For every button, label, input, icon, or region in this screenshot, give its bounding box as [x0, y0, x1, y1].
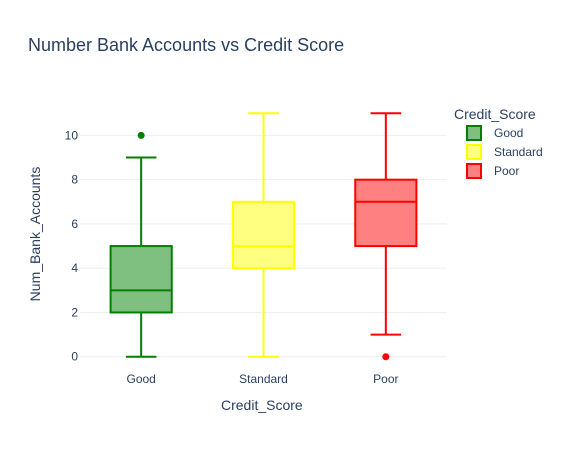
y-tick-labels: 0 2 4 6 8 10 — [65, 128, 79, 363]
legend-label: Poor — [494, 164, 519, 178]
iqr-box — [354, 178, 418, 248]
legend-swatch — [466, 163, 482, 179]
legend-title: Credit_Score — [454, 106, 536, 122]
legend-item-good[interactable]: Good — [466, 125, 523, 141]
legend-item-standard[interactable]: Standard — [466, 144, 543, 160]
legend-item-poor[interactable]: Poor — [466, 163, 519, 179]
box-standard[interactable] — [231, 112, 296, 358]
box-poor[interactable] — [354, 112, 418, 361]
y-tick-label: 0 — [71, 350, 78, 364]
x-axis-title: Credit_Score — [221, 397, 303, 413]
legend-label: Standard — [494, 145, 543, 159]
y-tick-label: 6 — [71, 217, 78, 231]
x-tick-label: Poor — [373, 372, 398, 386]
iqr-box — [231, 200, 296, 270]
x-tick-labels: Good Standard Poor — [126, 372, 398, 386]
y-tick-label: 10 — [65, 128, 79, 142]
legend-items[interactable]: Good Standard Poor — [466, 125, 543, 179]
legend-swatch — [466, 125, 482, 141]
y-tick-label: 4 — [71, 261, 78, 275]
legend-swatch — [466, 144, 482, 160]
legend[interactable]: Credit_Score Good Standard Poor — [454, 106, 543, 179]
iqr-box — [109, 245, 173, 314]
y-tick-label: 8 — [71, 173, 78, 187]
y-axis-title: Num_Bank_Accounts — [27, 167, 43, 302]
legend-label: Good — [494, 126, 523, 140]
x-tick-label: Standard — [239, 372, 288, 386]
y-tick-label: 2 — [71, 305, 78, 319]
box-good[interactable] — [109, 131, 173, 358]
x-tick-label: Good — [126, 372, 155, 386]
outlier-point[interactable] — [382, 353, 390, 361]
boxes — [109, 112, 418, 361]
chart-title: Number Bank Accounts vs Credit Score — [28, 35, 344, 55]
outlier-point[interactable] — [137, 131, 145, 139]
